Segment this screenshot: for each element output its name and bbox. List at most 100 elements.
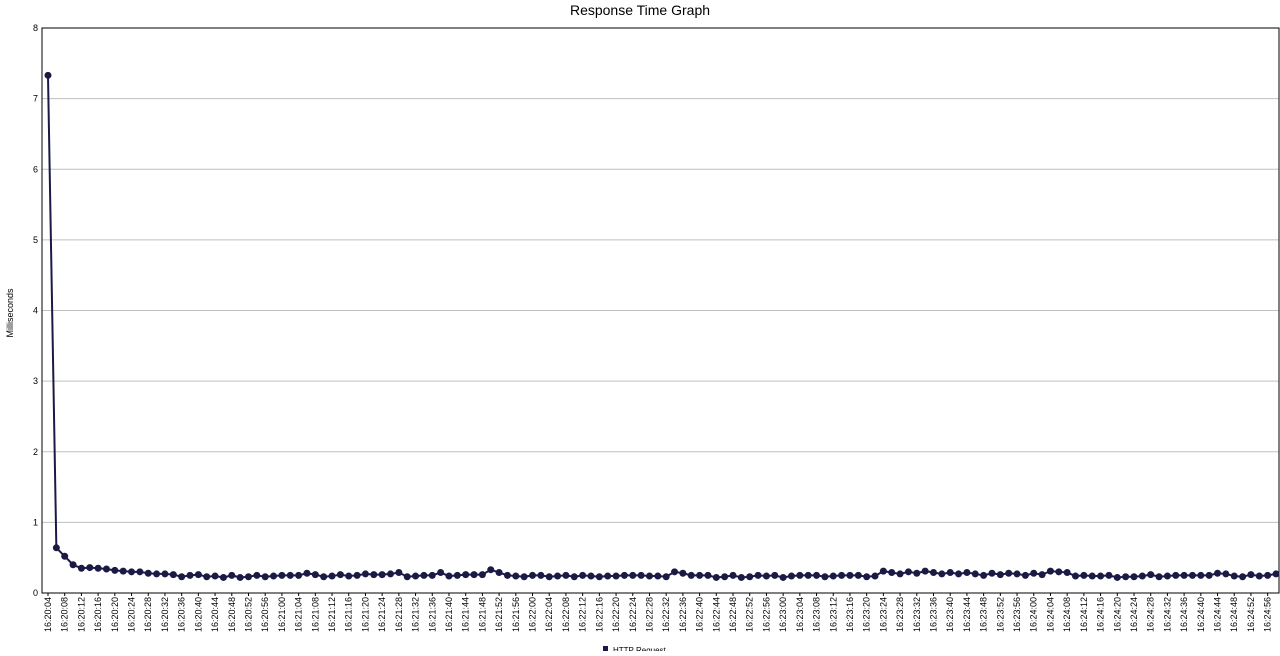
x-tick-label: 16:23:52 — [995, 597, 1005, 632]
data-point — [1138, 572, 1146, 580]
data-point — [1172, 571, 1180, 579]
x-tick-label: 16:23:32 — [912, 597, 922, 632]
x-tick-label: 16:21:20 — [360, 597, 370, 632]
x-tick-label: 16:21:44 — [461, 597, 471, 632]
data-point — [846, 571, 854, 579]
data-point — [478, 571, 486, 579]
data-point — [428, 571, 436, 579]
data-point — [503, 571, 511, 579]
x-tick-label: 16:21:04 — [294, 597, 304, 632]
x-tick-label: 16:24:08 — [1062, 597, 1072, 632]
legend-label: HTTP Request — [613, 646, 667, 651]
data-point — [545, 573, 553, 581]
data-point — [904, 568, 912, 576]
data-point — [929, 569, 937, 577]
data-point — [854, 571, 862, 579]
x-tick-label: 16:23:04 — [795, 597, 805, 632]
x-tick-label: 16:22:16 — [594, 597, 604, 632]
data-point — [403, 573, 411, 581]
data-point — [671, 568, 679, 576]
data-point — [946, 569, 954, 577]
data-point — [437, 569, 445, 577]
x-tick-label: 16:21:28 — [394, 597, 404, 632]
x-tick-label: 16:20:12 — [76, 597, 86, 632]
data-point — [244, 573, 252, 581]
x-tick-label: 16:20:28 — [143, 597, 153, 632]
data-point — [938, 570, 946, 578]
data-point — [537, 571, 545, 579]
data-point — [353, 571, 361, 579]
data-point — [44, 71, 52, 79]
data-point — [1255, 572, 1263, 580]
data-point — [746, 573, 754, 581]
y-tick-label: 2 — [33, 447, 38, 457]
data-point — [328, 572, 336, 580]
data-point — [838, 571, 846, 579]
data-point — [311, 571, 319, 579]
data-point — [470, 571, 478, 579]
x-tick-label: 16:22:20 — [611, 597, 621, 632]
data-point — [395, 569, 403, 577]
data-point — [69, 561, 77, 569]
data-point — [645, 572, 653, 580]
data-point — [871, 572, 879, 580]
y-tick-label: 8 — [33, 23, 38, 33]
data-point — [136, 568, 144, 576]
x-tick-label: 16:21:52 — [494, 597, 504, 632]
x-tick-label: 16:20:04 — [43, 597, 53, 632]
data-point — [228, 571, 236, 579]
data-point — [219, 573, 227, 581]
data-point — [1046, 567, 1054, 575]
data-point — [1038, 571, 1046, 579]
plot-frame — [41, 27, 1280, 594]
x-tick-label: 16:20:32 — [160, 597, 170, 632]
data-point — [804, 571, 812, 579]
data-point — [562, 571, 570, 579]
data-point — [378, 571, 386, 579]
data-point — [320, 573, 328, 581]
data-point — [520, 573, 528, 581]
data-point — [1072, 572, 1080, 580]
data-point — [462, 571, 470, 579]
data-point — [261, 573, 269, 581]
data-point — [754, 571, 762, 579]
data-point — [620, 571, 628, 579]
data-point — [445, 572, 453, 580]
data-point — [721, 573, 729, 581]
data-point — [1030, 569, 1038, 577]
data-point — [821, 573, 829, 581]
data-point — [61, 552, 69, 560]
x-tick-label: 16:23:40 — [945, 597, 955, 632]
data-point — [896, 570, 904, 578]
x-tick-label: 16:23:44 — [962, 597, 972, 632]
data-point — [1188, 571, 1196, 579]
data-point — [1230, 572, 1238, 580]
data-point — [955, 570, 963, 578]
x-tick-label: 16:24:12 — [1079, 597, 1089, 632]
data-point — [119, 567, 127, 575]
data-point — [387, 570, 395, 578]
data-point — [1222, 570, 1230, 578]
data-point — [1197, 571, 1205, 579]
data-point — [412, 572, 420, 580]
data-point — [236, 573, 244, 581]
x-tick-label: 16:21:36 — [427, 597, 437, 632]
data-point — [996, 571, 1004, 579]
x-tick-label: 16:23:28 — [895, 597, 905, 632]
data-point — [762, 572, 770, 580]
legend-swatch — [603, 646, 608, 651]
data-point — [370, 571, 378, 579]
data-point — [654, 572, 662, 580]
x-tick-label: 16:22:12 — [578, 597, 588, 632]
data-point — [161, 570, 169, 578]
x-tick-label: 16:24:28 — [1146, 597, 1156, 632]
data-point — [971, 570, 979, 578]
x-tick-label: 16:20:16 — [93, 597, 103, 632]
data-point — [662, 573, 670, 581]
data-point — [1205, 571, 1213, 579]
data-point — [178, 573, 186, 581]
x-tick-label: 16:20:40 — [193, 597, 203, 632]
data-point — [863, 573, 871, 581]
x-tick-label: 16:20:52 — [243, 597, 253, 632]
